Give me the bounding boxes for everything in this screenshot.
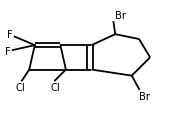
Text: Br: Br: [115, 11, 126, 21]
Text: Cl: Cl: [15, 83, 25, 93]
Text: F: F: [7, 30, 13, 40]
Text: F: F: [5, 47, 11, 57]
Text: Br: Br: [139, 92, 150, 102]
Text: Cl: Cl: [50, 83, 60, 93]
